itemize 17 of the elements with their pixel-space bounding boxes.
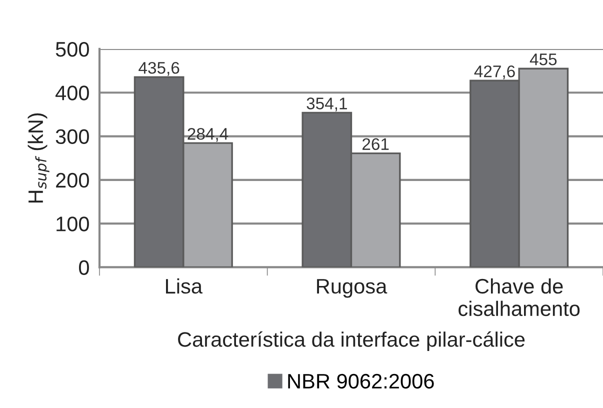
x-tick-label: Chave de cisalhamento	[458, 278, 580, 316]
y-tick-label: 500	[56, 42, 89, 57]
x-tick-label: Lisa	[166, 278, 203, 294]
data-label: 261	[362, 138, 389, 150]
y-tick-label: 200	[56, 172, 89, 188]
y-tick-label: 300	[56, 129, 89, 144]
data-label: 427,6	[474, 65, 515, 80]
x-tick-label: Rugosa	[317, 279, 388, 298]
y-tick-label: 100	[56, 216, 89, 232]
data-label: 354,1	[306, 98, 347, 112]
data-label: 435,6	[138, 62, 180, 76]
x-axis-title: Característica da interface pilar-cálice	[178, 331, 525, 351]
y-tick-label: 0	[79, 260, 89, 275]
y-tick-label: 400	[55, 86, 89, 100]
legend-label: NBR 9062:2006	[288, 374, 434, 389]
data-label: 455	[530, 54, 557, 66]
y-axis-title: H$_{supf}$ (kN)	[28, 113, 50, 203]
